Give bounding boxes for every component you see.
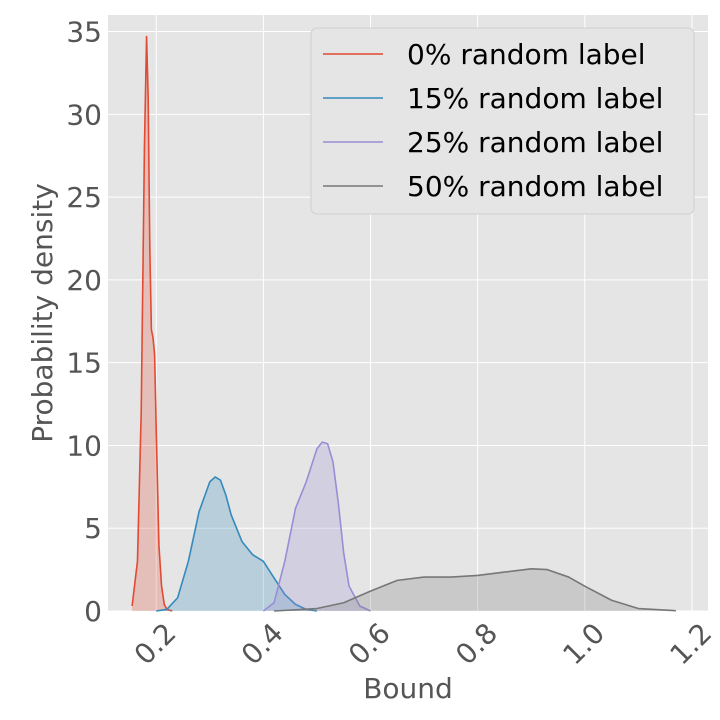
y-axis: 0 5 10 15 20 25 30 35 — [66, 16, 102, 628]
y-tick-label: 10 — [66, 429, 102, 462]
x-tick-label: 1.0 — [556, 617, 611, 672]
series-area-3 — [274, 568, 676, 611]
x-tick-label: 0.4 — [235, 617, 290, 672]
y-tick-label: 20 — [66, 264, 102, 297]
x-tick-label: 1.2 — [663, 617, 718, 672]
y-tick-label: 25 — [66, 181, 102, 214]
legend-box — [310, 27, 695, 215]
y-tick-label: 35 — [66, 16, 102, 49]
series-layer — [131, 35, 676, 612]
y-tick-label: 30 — [66, 98, 102, 131]
series-line-0 — [131, 35, 173, 612]
x-axis: 0.2 0.4 0.6 0.8 1.0 1.2 — [128, 617, 719, 672]
y-tick-label: 0 — [84, 595, 102, 628]
legend-label-3: 50% random label — [407, 170, 663, 203]
x-axis-label: Bound — [363, 672, 453, 705]
y-tick-label: 15 — [66, 347, 102, 380]
legend-label-1: 15% random label — [407, 82, 663, 115]
series-area-0 — [132, 36, 173, 611]
legend: 0% random label 15% random label 25% rando… — [310, 27, 695, 215]
y-axis-label: Probability density — [26, 183, 59, 443]
x-tick-label: 0.2 — [128, 617, 183, 672]
series-line-2 — [262, 441, 371, 612]
legend-label-0: 0% random label — [407, 38, 646, 71]
x-tick-label: 0.8 — [449, 617, 504, 672]
series-line-3 — [274, 567, 676, 612]
series-area-1 — [156, 476, 317, 611]
series-line-1 — [156, 476, 318, 612]
y-tick-label: 5 — [84, 512, 102, 545]
series-area-2 — [263, 442, 371, 611]
legend-label-2: 25% random label — [407, 126, 663, 159]
x-tick-label: 0.6 — [342, 617, 397, 672]
